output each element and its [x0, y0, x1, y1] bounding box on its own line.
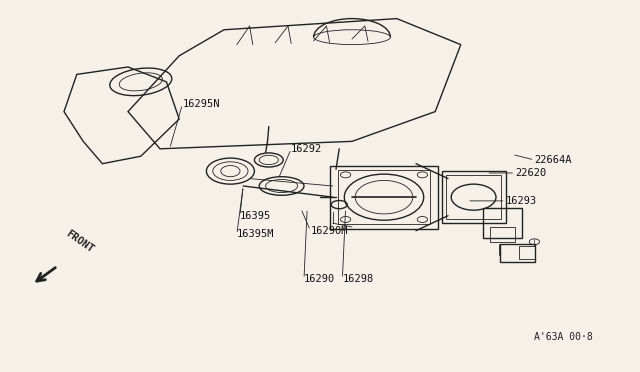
Text: 16295N: 16295N	[182, 99, 220, 109]
Text: 22620: 22620	[515, 168, 547, 178]
Text: 16290M: 16290M	[310, 226, 348, 235]
Bar	[442, 171, 506, 223]
Text: 16395: 16395	[240, 211, 271, 221]
Bar	[338, 170, 430, 224]
Text: A'63A 00·8: A'63A 00·8	[534, 332, 593, 341]
Text: 16293: 16293	[506, 196, 537, 206]
Text: 16290: 16290	[304, 274, 335, 284]
Bar	[330, 166, 438, 229]
Text: 22664A: 22664A	[534, 155, 572, 165]
Bar	[500, 244, 535, 262]
Bar	[490, 227, 515, 242]
Text: 16395M: 16395M	[237, 230, 275, 239]
Bar	[519, 247, 535, 260]
Bar	[483, 208, 522, 238]
Text: 16298: 16298	[342, 274, 374, 284]
Text: FRONT: FRONT	[64, 229, 95, 255]
Text: 16292: 16292	[291, 144, 323, 154]
Bar	[447, 175, 500, 219]
